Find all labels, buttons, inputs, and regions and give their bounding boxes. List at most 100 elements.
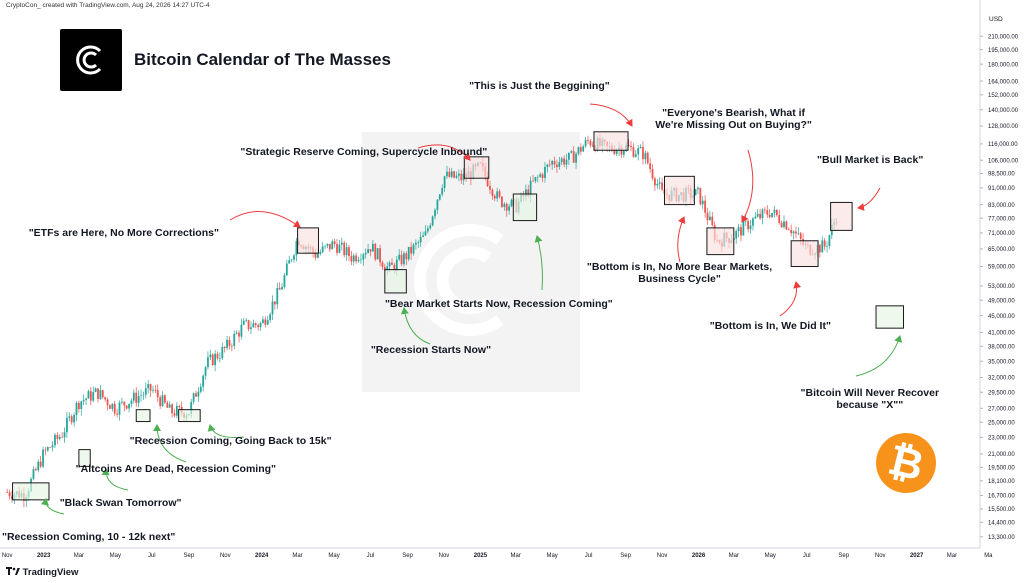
- box-bottom-is-in-cycle[interactable]: [663, 175, 695, 206]
- candle-body: [546, 164, 549, 167]
- candle-body: [281, 286, 283, 290]
- candle-body: [118, 402, 121, 415]
- candle-body: [269, 314, 271, 321]
- candle-body: [207, 357, 209, 368]
- time-tick-label: Sep: [402, 553, 413, 559]
- candle-body: [254, 323, 257, 326]
- candle-body: [156, 389, 159, 398]
- candle-body: [116, 413, 119, 415]
- arrow-bull-market-back: [857, 187, 881, 211]
- candle-body: [763, 209, 766, 211]
- price-tick-label: 210,000.00: [988, 34, 1019, 40]
- candle-body: [58, 436, 61, 439]
- candle-body: [558, 162, 561, 167]
- candle-body: [357, 259, 360, 262]
- box-we-did-it[interactable]: [790, 240, 819, 268]
- candle-body: [584, 139, 587, 147]
- box-recession-10-12k[interactable]: [12, 482, 50, 501]
- candle-body: [111, 403, 114, 409]
- candle-body: [99, 390, 102, 399]
- time-tick-label: 2024: [255, 553, 269, 559]
- box-bull-market-back[interactable]: [830, 201, 853, 231]
- candle-body: [567, 152, 570, 160]
- candle-body: [821, 240, 824, 253]
- candle-body: [173, 413, 176, 416]
- candle-body: [144, 388, 147, 395]
- candle-body: [503, 203, 506, 207]
- box-strategic-reserve[interactable]: [463, 156, 490, 179]
- price-tick-label: 59,000.00: [988, 265, 1015, 271]
- candle-body: [431, 216, 434, 226]
- candle-body: [742, 220, 745, 236]
- time-tick-label: Sep: [620, 553, 631, 559]
- candle-body: [587, 139, 589, 141]
- candle-body: [453, 171, 456, 178]
- candle-body: [262, 319, 264, 324]
- candle-body: [565, 159, 568, 165]
- candle-body: [759, 213, 761, 219]
- time-tick-label: Sep: [838, 553, 849, 559]
- candle-body: [446, 171, 448, 177]
- candle-body: [524, 189, 527, 197]
- box-recession-starts[interactable]: [384, 269, 407, 294]
- box-just-beginning[interactable]: [593, 131, 629, 151]
- candle-body: [113, 403, 116, 414]
- box-altcoins-dead[interactable]: [135, 409, 151, 423]
- candle-body: [85, 398, 87, 400]
- candle-body: [295, 241, 298, 256]
- candle-body: [278, 287, 281, 290]
- candle-body: [694, 189, 697, 196]
- candle-body: [197, 391, 200, 397]
- candle-body: [544, 166, 546, 178]
- candle-body: [362, 254, 365, 260]
- candle-body: [773, 209, 776, 213]
- time-tick-label: Nov: [2, 553, 13, 559]
- time-tick-label: May: [546, 553, 557, 559]
- candle-body: [87, 391, 90, 399]
- candle-body: [412, 244, 415, 254]
- box-black-swan[interactable]: [78, 449, 91, 467]
- candle-body: [221, 346, 224, 359]
- candle-body: [458, 173, 460, 176]
- candle-body: [80, 401, 83, 410]
- box-etfs-here[interactable]: [297, 227, 319, 254]
- candle-body: [247, 320, 250, 330]
- candle-body: [336, 243, 338, 253]
- arrow-recession-starts: [400, 307, 431, 345]
- candle-body: [209, 354, 212, 358]
- time-tick-label: May: [328, 553, 339, 559]
- candle-body: [285, 263, 288, 276]
- tradingview-logo-icon[interactable]: TradingView: [6, 566, 78, 578]
- candle-body: [190, 401, 193, 415]
- time-tick-label: 2025: [474, 553, 488, 559]
- candle-body: [799, 233, 802, 239]
- candle-body: [49, 447, 52, 448]
- candle-body: [56, 434, 59, 439]
- candle-body: [39, 461, 42, 467]
- candle-body: [147, 384, 150, 389]
- candle-body: [560, 158, 563, 163]
- box-missing-out[interactable]: [706, 227, 735, 256]
- time-tick-label: Jul: [148, 553, 156, 559]
- price-tick-label: 35,000.00: [988, 359, 1015, 365]
- candle-body: [747, 220, 750, 230]
- candle-body: [34, 469, 37, 471]
- candle-body: [649, 163, 652, 169]
- price-tick-label: 53,000.00: [988, 284, 1015, 290]
- box-bear-market-starts[interactable]: [512, 193, 538, 222]
- box-never-recover[interactable]: [875, 305, 905, 329]
- candle-body: [536, 176, 539, 178]
- box-going-back-15k[interactable]: [178, 409, 201, 423]
- candle-body: [699, 187, 702, 205]
- candle-body: [826, 245, 828, 247]
- candle-body: [395, 259, 398, 271]
- candle-body: [214, 353, 217, 366]
- candle-body: [68, 416, 71, 418]
- candle-body: [563, 158, 565, 165]
- candle-body: [656, 183, 659, 186]
- candle-body: [195, 393, 197, 397]
- candle-body: [381, 262, 384, 267]
- candle-body: [740, 227, 742, 236]
- candle-body: [735, 231, 738, 239]
